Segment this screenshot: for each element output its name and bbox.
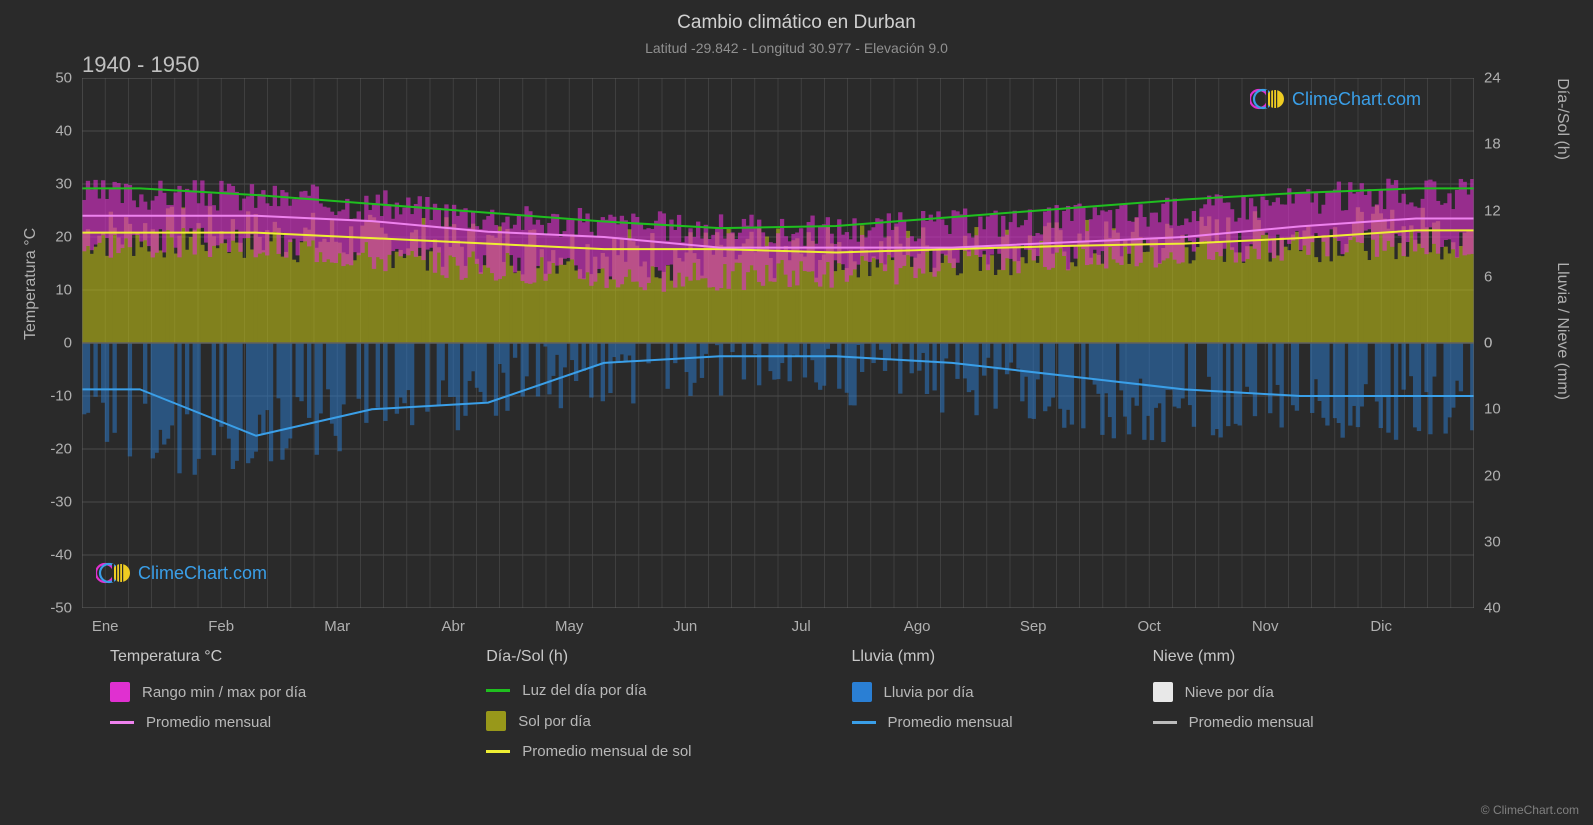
axis-tick-mm: 0 [1484,335,1492,352]
chart-container: Cambio climático en Durban Latitud -29.8… [0,0,1593,825]
legend-col-snow: Nieve (mm) Nieve por día Promedio mensua… [1153,648,1314,760]
plot-svg [82,78,1474,608]
swatch-snow [1153,682,1173,702]
axis-title-day-sun: Día-/Sol (h) [1553,78,1571,160]
axis-month-label: May [555,618,583,635]
logo-top-right: ClimeChart.com [1250,88,1421,110]
legend-label: Promedio mensual [146,714,271,731]
axis-month-label: Oct [1138,618,1161,635]
legend-col-day-sun: Día-/Sol (h) Luz del día por día Sol por… [486,648,691,760]
axis-month-label: Feb [208,618,234,635]
swatch-daylight [486,689,510,692]
logo-icon [96,562,132,584]
axis-tick-temp: 20 [55,229,72,246]
logo-bottom-left: ClimeChart.com [96,562,267,584]
axis-tick-mm: 30 [1484,533,1501,550]
axis-month-label: Sep [1020,618,1047,635]
legend-item-rain: Lluvia por día [852,682,1013,702]
axis-tick-hours: 24 [1484,70,1501,87]
legend-label: Sol por día [518,713,591,730]
axis-tick-temp: 10 [55,282,72,299]
axis-tick-temp: 40 [55,123,72,140]
swatch-snow-avg [1153,721,1177,724]
copyright: © ClimeChart.com [1481,803,1579,817]
axis-tick-temp: 50 [55,70,72,87]
axis-tick-mm: 40 [1484,600,1501,617]
legend-label: Promedio mensual de sol [522,743,691,760]
axis-tick-temp: 30 [55,176,72,193]
axis-tick-temp: -10 [50,388,72,405]
legend-item-snow: Nieve por día [1153,682,1314,702]
axis-tick-temp: -50 [50,600,72,617]
axis-month-label: Jun [673,618,697,635]
axis-title-rain-snow: Lluvia / Nieve (mm) [1553,262,1571,400]
legend-label: Luz del día por día [522,682,646,699]
legend-item-snow-avg: Promedio mensual [1153,714,1314,731]
swatch-rain [852,682,872,702]
legend-item-rain-avg: Promedio mensual [852,714,1013,731]
axis-month-label: Ago [904,618,931,635]
period-label: 1940 - 1950 [82,52,199,78]
axis-tick-temp: -40 [50,547,72,564]
legend-header: Día-/Sol (h) [486,648,691,666]
legend-header: Nieve (mm) [1153,648,1314,666]
legend-item-sun-avg: Promedio mensual de sol [486,743,691,760]
chart-title: Cambio climático en Durban [0,0,1593,34]
logo-text: ClimeChart.com [1292,89,1421,110]
legend-col-rain: Lluvia (mm) Lluvia por día Promedio mens… [852,648,1013,760]
axis-month-label: Nov [1252,618,1279,635]
axis-month-label: Abr [442,618,465,635]
legend-col-temperature: Temperatura °C Rango min / max por día P… [110,648,306,760]
legend-label: Promedio mensual [888,714,1013,731]
legend-item-temp-range: Rango min / max por día [110,682,306,702]
logo-icon [1250,88,1286,110]
axis-title-temperature: Temperatura °C [22,228,40,340]
axis-tick-mm: 20 [1484,467,1501,484]
legend-item-daylight: Luz del día por día [486,682,691,699]
axis-month-label: Dic [1370,618,1392,635]
legend-label: Rango min / max por día [142,684,306,701]
swatch-sun [486,711,506,731]
axis-tick-temp: -20 [50,441,72,458]
swatch-temp-range [110,682,130,702]
axis-tick-mm: 10 [1484,401,1501,418]
logo-text: ClimeChart.com [138,563,267,584]
axis-tick-hours: 18 [1484,136,1501,153]
axis-month-label: Mar [324,618,350,635]
legend-header: Temperatura °C [110,648,306,666]
legend-label: Nieve por día [1185,684,1274,701]
legend-item-sun: Sol por día [486,711,691,731]
axis-month-label: Ene [92,618,119,635]
axis-tick-temp: -30 [50,494,72,511]
axis-month-label: Jul [792,618,811,635]
plot-area: 50403020100-10-20-30-40-5024181260010203… [82,78,1474,608]
legend-label: Lluvia por día [884,684,974,701]
axis-tick-temp: 0 [64,335,72,352]
legend: Temperatura °C Rango min / max por día P… [110,648,1533,760]
legend-item-temp-avg: Promedio mensual [110,714,306,731]
axis-tick-hours: 6 [1484,268,1492,285]
chart-subtitle: Latitud -29.842 - Longitud 30.977 - Elev… [0,34,1593,56]
legend-label: Promedio mensual [1189,714,1314,731]
legend-header: Lluvia (mm) [852,648,1013,666]
axis-tick-hours: 12 [1484,202,1501,219]
swatch-rain-avg [852,721,876,724]
swatch-sun-avg [486,750,510,753]
swatch-temp-avg [110,721,134,724]
